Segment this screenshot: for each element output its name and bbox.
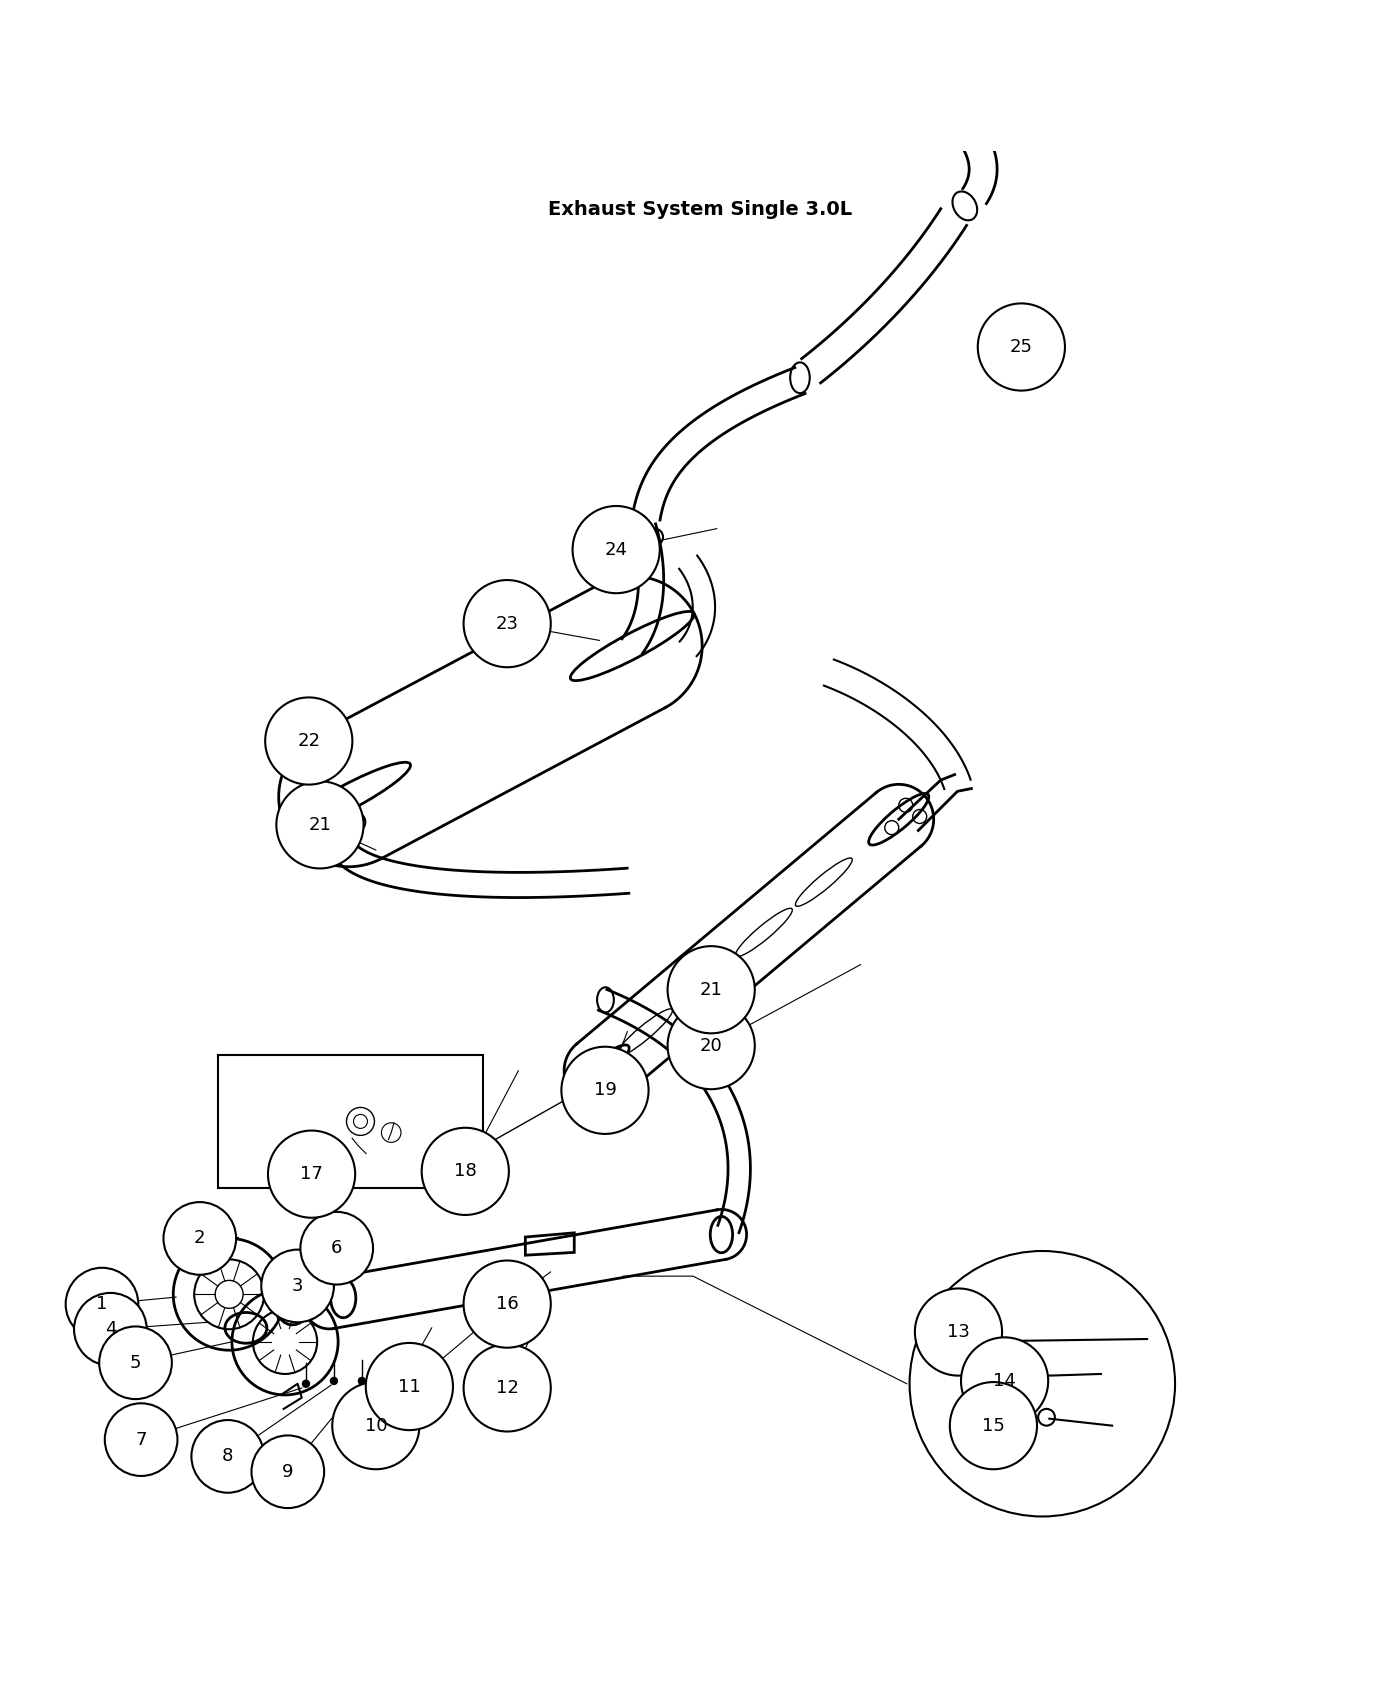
Text: 21: 21 [308, 816, 332, 835]
Circle shape [668, 1001, 755, 1090]
Circle shape [66, 1268, 139, 1340]
Circle shape [105, 1402, 178, 1476]
Circle shape [192, 1420, 265, 1493]
Circle shape [365, 1343, 454, 1430]
Text: 5: 5 [130, 1353, 141, 1372]
Circle shape [463, 1345, 550, 1431]
Text: 21: 21 [700, 981, 722, 998]
Text: 19: 19 [594, 1081, 616, 1100]
Text: 1: 1 [97, 1295, 108, 1312]
Circle shape [276, 782, 364, 869]
Text: 20: 20 [700, 1037, 722, 1054]
Circle shape [267, 1130, 356, 1217]
Text: 4: 4 [105, 1321, 116, 1338]
Text: 25: 25 [1009, 338, 1033, 355]
Circle shape [463, 1260, 550, 1348]
Text: 2: 2 [195, 1229, 206, 1248]
Text: 22: 22 [297, 733, 321, 750]
Circle shape [977, 303, 1065, 391]
Circle shape [332, 1382, 420, 1469]
Text: 15: 15 [981, 1416, 1005, 1435]
Circle shape [262, 1250, 335, 1323]
Circle shape [421, 1127, 508, 1216]
Circle shape [302, 1379, 311, 1387]
Text: 18: 18 [454, 1163, 476, 1180]
Circle shape [265, 697, 353, 785]
Text: 8: 8 [223, 1447, 234, 1465]
Text: 14: 14 [993, 1372, 1016, 1391]
Text: 10: 10 [364, 1416, 388, 1435]
Circle shape [164, 1202, 237, 1275]
Circle shape [74, 1294, 147, 1365]
Text: 7: 7 [136, 1431, 147, 1448]
Circle shape [463, 580, 550, 666]
Text: 23: 23 [496, 615, 518, 632]
Circle shape [561, 1047, 648, 1134]
Circle shape [252, 1435, 325, 1508]
Text: 12: 12 [496, 1379, 518, 1397]
Text: Exhaust System Single 3.0L: Exhaust System Single 3.0L [547, 201, 853, 219]
Circle shape [668, 947, 755, 1034]
Bar [218, 1056, 483, 1188]
Text: 9: 9 [281, 1462, 294, 1481]
Text: 16: 16 [496, 1295, 518, 1312]
Text: 17: 17 [300, 1164, 323, 1183]
Circle shape [914, 1289, 1002, 1375]
Circle shape [960, 1338, 1049, 1425]
Circle shape [330, 1377, 339, 1385]
Circle shape [573, 507, 659, 593]
Text: 11: 11 [398, 1377, 421, 1396]
Text: 13: 13 [946, 1323, 970, 1341]
Circle shape [301, 1212, 372, 1285]
Text: 6: 6 [330, 1239, 343, 1258]
Circle shape [99, 1326, 172, 1399]
Text: 3: 3 [291, 1277, 304, 1295]
Text: 24: 24 [605, 541, 627, 559]
Circle shape [949, 1382, 1037, 1469]
Circle shape [357, 1377, 365, 1385]
